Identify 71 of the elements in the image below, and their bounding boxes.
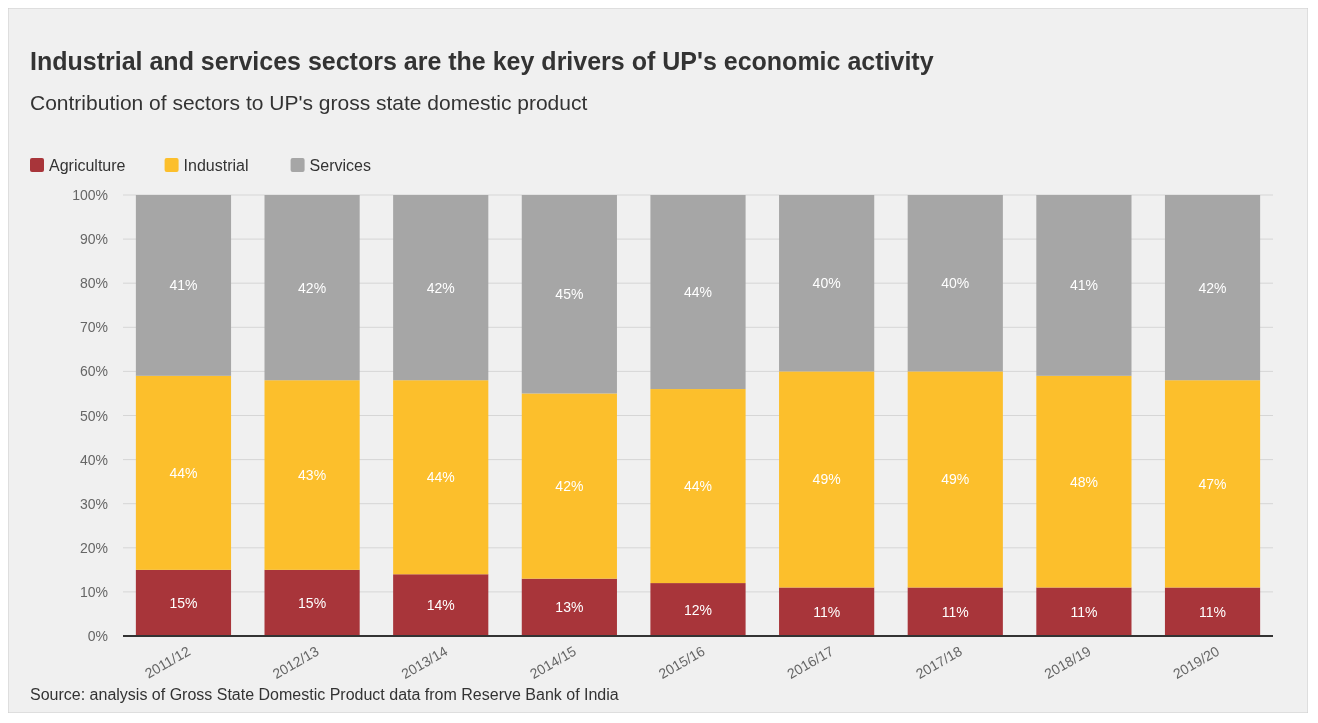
bar: [1164, 587, 1261, 636]
data-label: 42%: [426, 279, 455, 296]
data-label: 42%: [298, 279, 327, 296]
data-label: 11%: [813, 603, 841, 620]
y-tick-label: 100%: [72, 187, 108, 203]
y-tick-label: 10%: [79, 583, 108, 600]
data-label: 44%: [683, 284, 713, 301]
chart-subtitle: Contribution of sectors to UP's gross state domestic product: [30, 91, 588, 114]
data-label: 13%: [555, 599, 584, 616]
bar: [393, 195, 489, 381]
bar: [264, 569, 360, 636]
y-tick-label: 50%: [79, 407, 108, 424]
data-label: 44%: [169, 464, 198, 481]
data-label: 40%: [812, 275, 841, 292]
bar: [1036, 375, 1132, 588]
data-label: 42%: [555, 478, 584, 495]
data-label: 44%: [426, 469, 455, 486]
bar: [264, 195, 360, 381]
bar: [264, 380, 360, 570]
bar: [1164, 380, 1261, 588]
bar: [521, 578, 617, 636]
legend-label: Services: [309, 157, 371, 174]
bar: [650, 389, 746, 584]
bar: [907, 587, 1003, 636]
y-tick-label: 20%: [79, 539, 108, 556]
bar: [393, 574, 489, 636]
data-label: 41%: [169, 277, 198, 294]
bar: [650, 195, 746, 390]
bar: [650, 583, 746, 636]
source-note: Source: analysis of Gross State Domestic Product data from Reserve Bank of India: [30, 686, 619, 703]
data-label: 42%: [1198, 279, 1227, 296]
y-tick-label: 80%: [79, 275, 108, 292]
bar: [779, 371, 875, 588]
data-label: 15%: [298, 594, 327, 611]
legend-label: Agriculture: [49, 157, 126, 174]
data-label: 41%: [1069, 277, 1098, 294]
bar: [521, 195, 617, 394]
y-tick-label: 60%: [79, 363, 108, 380]
bar: [779, 587, 875, 636]
data-label: 40%: [941, 275, 970, 292]
y-tick-label: 0%: [87, 628, 108, 644]
data-label: 43%: [298, 467, 327, 484]
data-label: 11%: [1070, 603, 1098, 620]
bar: [135, 375, 232, 570]
bar: [907, 371, 1003, 588]
y-tick-label: 30%: [79, 495, 108, 512]
bar: [1164, 195, 1261, 381]
data-label: 15%: [169, 594, 198, 611]
bar: [1036, 195, 1132, 376]
data-label: 11%: [941, 603, 969, 620]
data-label: 48%: [1069, 473, 1098, 490]
bar: [521, 393, 617, 579]
data-label: 14%: [426, 597, 455, 614]
y-tick-label: 40%: [79, 451, 108, 468]
bar: [1036, 587, 1132, 636]
bar: [779, 195, 875, 372]
data-label: 47%: [1198, 475, 1227, 492]
data-label: 45%: [555, 286, 584, 303]
bar: [393, 380, 489, 575]
data-label: 11%: [1199, 603, 1227, 620]
bar: [135, 195, 232, 376]
data-label: 12%: [683, 601, 713, 618]
y-tick-label: 70%: [79, 319, 108, 336]
bar: [135, 569, 232, 636]
y-tick-label: 90%: [79, 231, 108, 248]
bar: [907, 195, 1003, 372]
legend-label: Industrial: [183, 157, 249, 174]
chart-title: Industrial and services sectors are the key drivers of UP's economic activity: [30, 47, 934, 75]
data-label: 49%: [941, 471, 970, 488]
data-label: 44%: [683, 478, 713, 495]
data-label: 49%: [812, 471, 841, 488]
